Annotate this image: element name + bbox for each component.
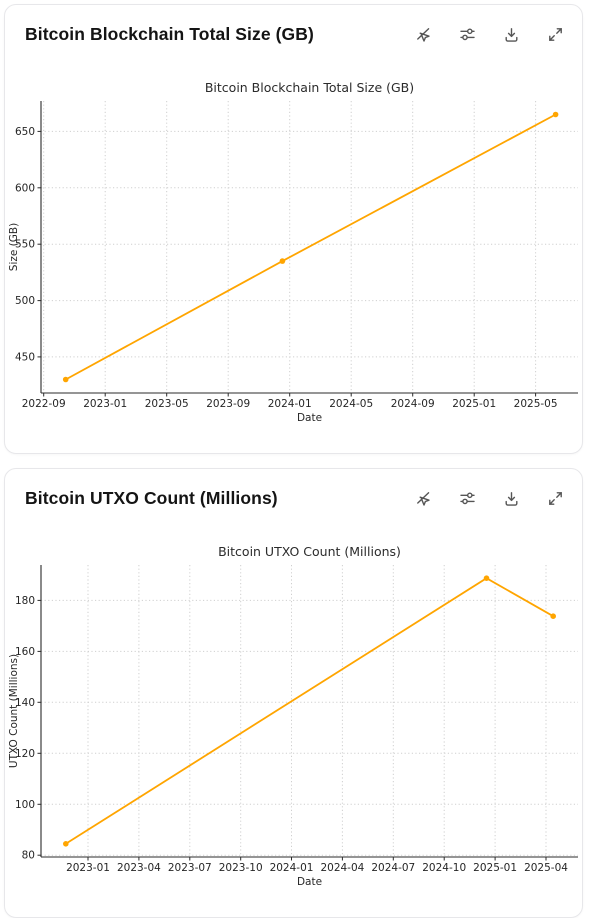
card-header: Bitcoin Blockchain Total Size (GB) [5, 5, 582, 47]
y-tick-label: 140 [15, 697, 35, 709]
x-tick-label: 2023-05 [145, 398, 189, 410]
data-point-marker[interactable] [552, 111, 559, 118]
download-button[interactable] [502, 25, 520, 43]
x-tick-label: 2024-07 [371, 862, 415, 874]
x-tick-label: 2023-07 [168, 862, 212, 874]
x-tick-label: 2023-01 [66, 862, 110, 874]
expand-button[interactable] [546, 25, 564, 43]
y-tick-label: 180 [15, 595, 35, 607]
sliders-button[interactable] [458, 489, 476, 507]
x-tick-label: 2022-09 [22, 398, 66, 410]
download-button[interactable] [502, 489, 520, 507]
interaction-off-button[interactable] [414, 25, 432, 43]
x-tick-label: 2023-10 [219, 862, 263, 874]
x-tick-label: 2024-01 [268, 398, 312, 410]
interaction-off-icon [415, 490, 432, 507]
y-tick-label: 500 [15, 295, 35, 307]
y-tick-label: 80 [22, 850, 35, 862]
line-series [64, 113, 557, 381]
x-tick-label: 2024-10 [422, 862, 466, 874]
card-title: Bitcoin Blockchain Total Size (GB) [25, 24, 314, 44]
data-point-marker[interactable] [550, 613, 556, 619]
expand-icon [547, 26, 564, 43]
sliders-button[interactable] [458, 25, 476, 43]
y-tick-label: 600 [15, 182, 35, 194]
x-tick-label: 2025-05 [514, 398, 558, 410]
card-toolbar [414, 25, 572, 43]
chart-card-blockchain-size: Bitcoin Blockchain Total Size (GB) 2022-… [4, 4, 583, 454]
expand-icon [547, 490, 564, 507]
card-title: Bitcoin UTXO Count (Millions) [25, 488, 278, 508]
y-tick-label: 550 [15, 239, 35, 251]
x-tick-label: 2024-05 [329, 398, 373, 410]
sliders-icon [459, 26, 476, 43]
x-tick-label: 2024-04 [320, 862, 364, 874]
chart-card-utxo-count: Bitcoin UTXO Count (Millions) 2023-01 202… [4, 468, 583, 918]
data-point-marker[interactable] [62, 376, 69, 383]
data-point-marker[interactable] [279, 258, 286, 264]
card-toolbar [414, 489, 572, 507]
x-tick-label: 2024-09 [391, 398, 435, 410]
download-icon [503, 26, 520, 43]
chart-canvas-blockchain-size: 2022-09 2023-01 2023-05 2023-09 2024-01 2024-… [8, 80, 578, 424]
y-tick-label: 160 [15, 646, 35, 658]
chart-title: Bitcoin Blockchain Total Size (GB) [205, 80, 414, 95]
sliders-icon [459, 490, 476, 507]
y-tick-label: 450 [15, 351, 35, 363]
y-axis-label: Size (GB) [8, 223, 20, 271]
data-point-marker[interactable] [483, 575, 490, 581]
data-point-marker[interactable] [63, 841, 69, 847]
x-tick-label: 2025-01 [473, 862, 517, 874]
x-tick-label: 2023-04 [117, 862, 161, 874]
card-header: Bitcoin UTXO Count (Millions) [5, 469, 582, 511]
x-axis-label: Date [297, 876, 322, 888]
x-tick-label: 2025-04 [524, 862, 568, 874]
chart-canvas-utxo-count: 2023-01 2023-04 2023-07 2023-10 2024-01 2024-… [8, 544, 578, 888]
interaction-off-icon [415, 26, 432, 43]
y-tick-label: 100 [15, 799, 35, 811]
y-axis-label: UTXO Count (Millions) [8, 654, 20, 768]
x-tick-label: 2023-01 [83, 398, 127, 410]
x-tick-label: 2024-01 [270, 862, 314, 874]
download-icon [503, 490, 520, 507]
y-tick-label: 120 [15, 748, 35, 760]
interaction-off-button[interactable] [414, 489, 432, 507]
y-tick-label: 650 [15, 126, 35, 138]
expand-button[interactable] [546, 489, 564, 507]
x-tick-label: 2023-09 [206, 398, 250, 410]
x-tick-label: 2025-01 [452, 398, 496, 410]
x-axis-label: Date [297, 412, 322, 424]
chart-title: Bitcoin UTXO Count (Millions) [218, 544, 401, 559]
